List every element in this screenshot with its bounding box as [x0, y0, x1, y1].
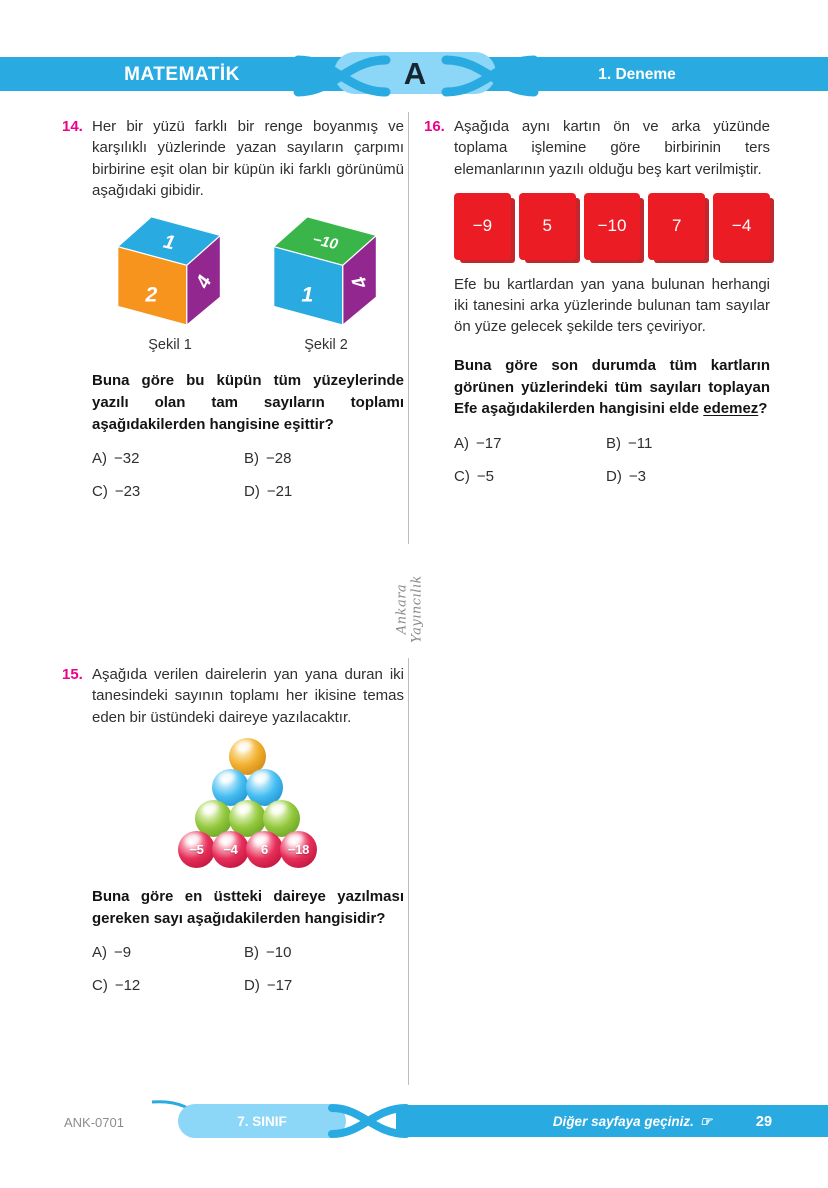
cube2-front-number: 1: [301, 283, 313, 307]
option-b: B) −28: [244, 450, 292, 468]
option-d: D) −21: [244, 483, 293, 501]
option-c: C) −12: [92, 977, 141, 995]
question-number: 15.: [62, 666, 83, 683]
grade-label: 7. SINIF: [237, 1114, 287, 1129]
cube-1: 1 2 4: [116, 216, 222, 327]
question-stem: Buna göre bu küpün tüm yüzeylerinde yazı…: [92, 372, 404, 433]
question-text: Aşağıda aynı kartın ön ve arka yüzünde t…: [454, 118, 770, 178]
cube-figure-1: 1 2 4 Şekil 1: [114, 211, 226, 353]
circle-row4-3: 6: [246, 830, 283, 868]
ribbon-twist-left2: [293, 55, 391, 97]
next-page-note: Diğer sayfaya geçiniz. ☞: [553, 1114, 713, 1129]
booklet-letter: A: [404, 56, 426, 91]
cubes-figure: 1 2 4 Şekil 1 −10 1 4 Şekil 2: [92, 211, 404, 353]
question-text: Her bir yüzü farklı bir renge boyanmış v…: [92, 118, 404, 199]
footer-twist-2: [328, 1104, 410, 1138]
question-text-2: Efe bu kartlardan yan yana bulunan herha…: [454, 275, 770, 336]
column-divider-top: [408, 112, 409, 544]
cube-2: −10 1 4: [272, 216, 378, 327]
question-number: 14.: [62, 118, 83, 135]
option-d: D) −17: [244, 977, 293, 995]
circle-row4-1: −5: [178, 830, 215, 868]
footer-banner: ANK-0701 7. SINIF Diğer sayfaya geçiniz.…: [64, 1100, 828, 1138]
cards-figure: −9 5 −10 7 −4: [454, 192, 770, 260]
question-stem: Buna göre son durumda tüm kartların görü…: [454, 356, 770, 418]
question-number: 16.: [424, 118, 445, 135]
header-banner: MATEMATİK A 1. Deneme: [0, 52, 828, 97]
option-a: A) −9: [92, 944, 132, 962]
underlined-word: edemez: [703, 400, 759, 418]
circles-pyramid-figure: −5 −4 6 −18: [158, 736, 338, 869]
card-2: 5: [518, 192, 576, 260]
option-a: A) −17: [454, 435, 502, 453]
cube1-side-face: [186, 234, 222, 327]
circle-row4-4: −18: [280, 830, 317, 868]
column-divider-bottom: [408, 658, 409, 1085]
ribbon-twist-right2: [441, 55, 539, 97]
subject-title: MATEMATİK: [124, 64, 240, 85]
exam-name: 1. Deneme: [598, 66, 676, 83]
option-a: A) −32: [92, 450, 140, 468]
figure-caption: Şekil 1: [148, 337, 192, 354]
option-c: C) −5: [454, 468, 494, 486]
cube2-top-number: −10: [311, 231, 340, 253]
card-1: −9: [454, 192, 511, 260]
cube1-top-number: 1: [161, 231, 177, 255]
cube2-side-face: [342, 234, 378, 327]
footer-band: [396, 1105, 828, 1137]
card-5: −4: [713, 192, 770, 260]
grade-capsule: [178, 1104, 346, 1138]
question-15: 15. Aşağıda verilen dairelerin yan yana …: [62, 664, 404, 994]
question-16: 16. Aşağıda aynı kartın ön ve arka yüzün…: [424, 116, 770, 485]
option-b: B) −10: [244, 944, 292, 962]
card-3: −10: [583, 192, 641, 260]
page-number: 29: [756, 1114, 772, 1130]
figure-caption: Şekil 2: [304, 337, 348, 354]
cube1-front-number: 2: [144, 283, 157, 307]
question-14: 14. Her bir yüzü farklı bir renge boyanm…: [62, 116, 404, 500]
q15-options: A) −9 B) −10 C) −12 D) −17: [92, 944, 404, 994]
booklet-code: ANK-0701: [64, 1115, 124, 1130]
publisher-watermark: Ankara Yayıncılık: [394, 575, 425, 643]
card-4: 7: [648, 192, 706, 260]
option-b: B) −11: [606, 435, 653, 453]
question-stem: Buna göre en üstteki daireye yazılması g…: [92, 887, 404, 927]
cube-figure-2: −10 1 4 Şekil 2: [270, 211, 382, 353]
q14-options: A) −32 B) −28 C) −23 D) −21: [92, 450, 404, 500]
question-text: Aşağıda verilen dairelerin yan yana dura…: [92, 666, 404, 726]
q16-options: A) −17 B) −11 C) −5 D) −3: [454, 435, 770, 485]
pointing-hand-icon: ☞: [700, 1114, 713, 1129]
circle-row4-2: −4: [212, 830, 249, 868]
option-c: C) −23: [92, 483, 141, 501]
option-d: D) −3: [606, 468, 646, 486]
